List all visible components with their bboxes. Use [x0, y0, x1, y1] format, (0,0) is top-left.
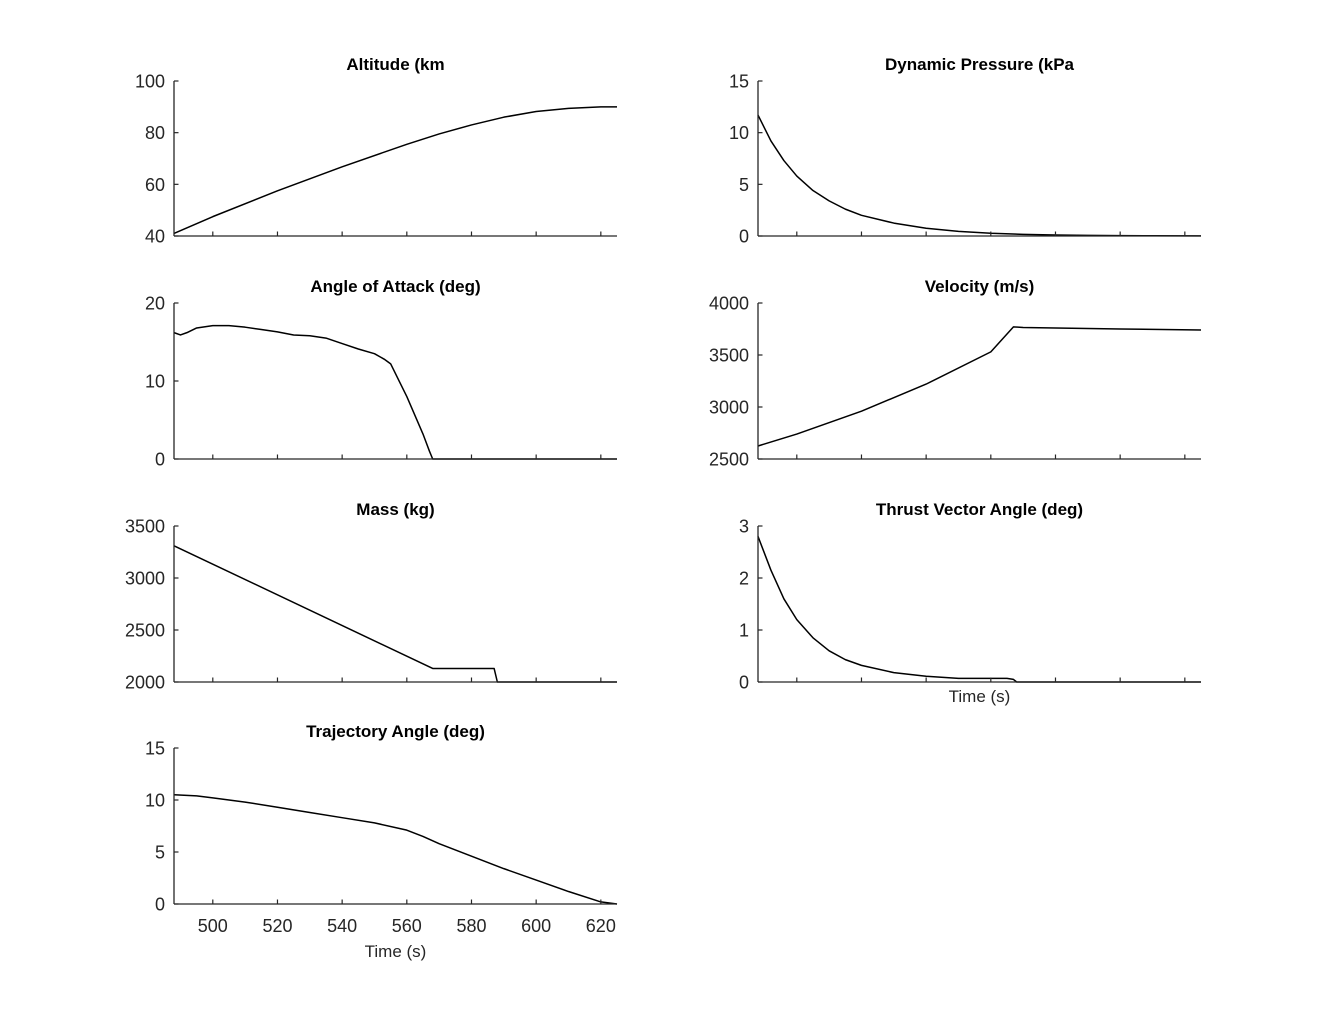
subplot-title: Altitude (km: [346, 55, 444, 74]
y-tick-label: 2000: [125, 673, 165, 693]
x-axis-label: Time (s): [949, 687, 1011, 706]
subplot-title: Velocity (m/s): [925, 277, 1035, 296]
y-tick-label: 15: [145, 739, 165, 759]
y-tick-label: 0: [739, 227, 749, 247]
series-line-altitude-0: [173, 106, 617, 235]
y-tick-label: 2500: [709, 450, 749, 470]
y-tick-label: 3000: [709, 398, 749, 418]
x-axis-label: Time (s): [365, 942, 427, 961]
series-line-trajectory-angle-0: [173, 794, 618, 905]
x-tick-label: 520: [262, 916, 292, 936]
subplot-title: Dynamic Pressure (kPa: [885, 55, 1075, 74]
y-tick-label: 10: [729, 123, 749, 143]
y-tick-label: 100: [135, 72, 165, 92]
y-tick-label: 0: [155, 895, 165, 915]
x-tick-label: 540: [327, 916, 357, 936]
y-tick-label: 3000: [125, 569, 165, 589]
y-tick-label: 2500: [125, 621, 165, 641]
y-tick-label: 60: [145, 175, 165, 195]
subplot-trajectory-angle: 0 5 10 15 500 520 540 560 580 600 620 Trajectory An…: [145, 722, 618, 961]
y-tick-label: 3500: [709, 346, 749, 366]
series-line-velocity-0: [757, 326, 1202, 447]
series-line-angle-of-attack-0: [173, 324, 617, 460]
subplot-dynamic-pressure: 0 5 10 15 Dynamic Pressure (kPa: [729, 55, 1202, 247]
subplot-title: Mass (kg): [356, 500, 434, 519]
y-tick-label: 3500: [125, 517, 165, 537]
x-tick-label: 500: [198, 916, 228, 936]
x-tick-label: 620: [586, 916, 616, 936]
y-tick-label: 5: [155, 843, 165, 863]
x-tick-label: 600: [521, 916, 551, 936]
y-tick-label: 4000: [709, 294, 749, 314]
y-tick-label: 5: [739, 175, 749, 195]
y-tick-label: 3: [739, 517, 749, 537]
series-line-mass-0: [173, 545, 617, 683]
y-tick-label: 2: [739, 569, 749, 589]
subplot-title: Angle of Attack (deg): [310, 277, 480, 296]
series-line-thrust-vector-angle-0: [757, 536, 1201, 683]
y-tick-label: 15: [729, 72, 749, 92]
y-tick-label: 20: [145, 294, 165, 314]
subplot-mass: 2000 2500 3000 3500 Mass (kg): [125, 500, 617, 693]
subplot-title: Thrust Vector Angle (deg): [876, 500, 1083, 519]
y-tick-label: 0: [739, 673, 749, 693]
y-tick-label: 80: [145, 123, 165, 143]
x-tick-label: 560: [392, 916, 422, 936]
y-tick-label: 10: [145, 791, 165, 811]
subplot-altitude: 40 60 80 100 Altitude (km: [135, 55, 617, 247]
series-line-dynamic-pressure-0: [757, 114, 1202, 237]
y-tick-label: 40: [145, 227, 165, 247]
subplot-angle-of-attack: 0 10 20 Angle of Attack (deg): [145, 277, 617, 470]
y-tick-label: 0: [155, 450, 165, 470]
subplot-thrust-vector-angle: 0 1 2 3 Thrust Vector Angle (deg) Time (s): [739, 500, 1201, 706]
y-tick-label: 10: [145, 372, 165, 392]
y-tick-label: 1: [739, 621, 749, 641]
x-tick-label: 580: [456, 916, 486, 936]
subplot-title: Trajectory Angle (deg): [306, 722, 485, 741]
subplot-velocity: 2500 3000 3500 4000 Velocity (m/s): [709, 277, 1202, 470]
